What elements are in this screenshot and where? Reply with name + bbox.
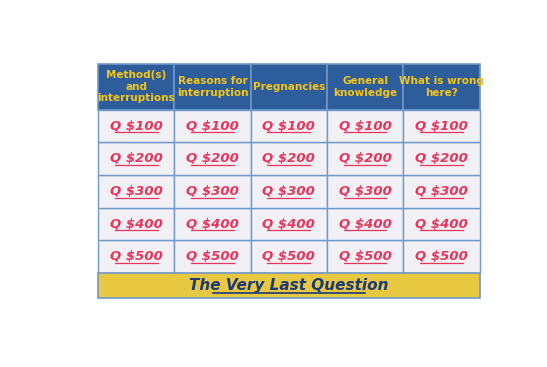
- Text: Q $300: Q $300: [415, 185, 468, 198]
- Text: Method(s)
and
interruptions: Method(s) and interruptions: [97, 70, 175, 103]
- FancyBboxPatch shape: [251, 64, 327, 110]
- Text: Q $500: Q $500: [339, 250, 392, 263]
- FancyBboxPatch shape: [98, 142, 174, 175]
- FancyBboxPatch shape: [174, 142, 251, 175]
- FancyBboxPatch shape: [403, 142, 480, 175]
- Text: Q $200: Q $200: [263, 152, 315, 165]
- Text: What is wrong
here?: What is wrong here?: [399, 76, 484, 98]
- Text: Q $100: Q $100: [339, 120, 392, 132]
- Text: Q $400: Q $400: [339, 218, 392, 230]
- FancyBboxPatch shape: [174, 64, 251, 110]
- Text: The Very Last Question: The Very Last Question: [189, 278, 388, 293]
- FancyBboxPatch shape: [98, 240, 174, 273]
- FancyBboxPatch shape: [174, 110, 251, 142]
- FancyBboxPatch shape: [251, 142, 327, 175]
- FancyBboxPatch shape: [403, 208, 480, 240]
- FancyBboxPatch shape: [403, 64, 480, 110]
- Text: Q $400: Q $400: [186, 218, 239, 230]
- FancyBboxPatch shape: [327, 110, 403, 142]
- Text: Q $500: Q $500: [415, 250, 468, 263]
- FancyBboxPatch shape: [327, 240, 403, 273]
- Text: Q $100: Q $100: [263, 120, 315, 132]
- Text: Q $300: Q $300: [186, 185, 239, 198]
- FancyBboxPatch shape: [327, 208, 403, 240]
- FancyBboxPatch shape: [174, 175, 251, 208]
- FancyBboxPatch shape: [174, 240, 251, 273]
- FancyBboxPatch shape: [251, 110, 327, 142]
- FancyBboxPatch shape: [174, 208, 251, 240]
- Text: Q $400: Q $400: [415, 218, 468, 230]
- FancyBboxPatch shape: [251, 240, 327, 273]
- FancyBboxPatch shape: [251, 175, 327, 208]
- Text: Q $300: Q $300: [339, 185, 392, 198]
- FancyBboxPatch shape: [403, 175, 480, 208]
- Text: Q $200: Q $200: [186, 152, 239, 165]
- FancyBboxPatch shape: [327, 175, 403, 208]
- Text: Q $100: Q $100: [415, 120, 468, 132]
- Text: General
knowledge: General knowledge: [333, 76, 397, 98]
- Text: Q $200: Q $200: [415, 152, 468, 165]
- FancyBboxPatch shape: [98, 208, 174, 240]
- Text: Q $300: Q $300: [110, 185, 162, 198]
- FancyBboxPatch shape: [327, 142, 403, 175]
- FancyBboxPatch shape: [251, 208, 327, 240]
- Text: Reasons for
interruption: Reasons for interruption: [177, 76, 248, 98]
- Text: Q $100: Q $100: [186, 120, 239, 132]
- FancyBboxPatch shape: [403, 110, 480, 142]
- FancyBboxPatch shape: [327, 64, 403, 110]
- Text: Q $200: Q $200: [110, 152, 162, 165]
- Text: Q $300: Q $300: [263, 185, 315, 198]
- Text: Q $400: Q $400: [110, 218, 162, 230]
- FancyBboxPatch shape: [98, 175, 174, 208]
- Text: Q $500: Q $500: [263, 250, 315, 263]
- Text: Q $400: Q $400: [263, 218, 315, 230]
- Text: Q $500: Q $500: [110, 250, 162, 263]
- FancyBboxPatch shape: [98, 64, 174, 110]
- FancyBboxPatch shape: [98, 110, 174, 142]
- Text: Q $200: Q $200: [339, 152, 392, 165]
- FancyBboxPatch shape: [98, 273, 480, 298]
- Text: Q $100: Q $100: [110, 120, 162, 132]
- Text: Pregnancies: Pregnancies: [253, 82, 325, 92]
- FancyBboxPatch shape: [403, 240, 480, 273]
- Text: Q $500: Q $500: [186, 250, 239, 263]
